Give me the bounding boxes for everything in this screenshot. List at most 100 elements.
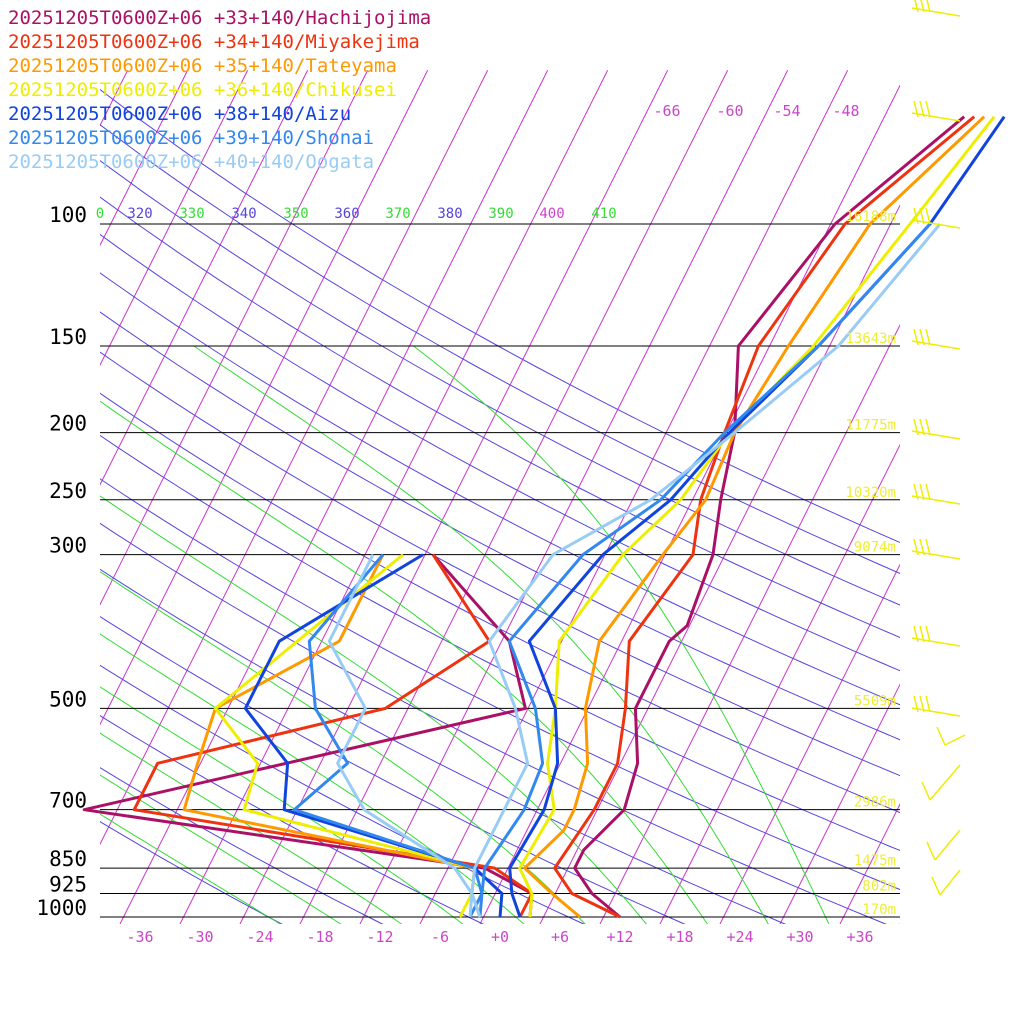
- wind-barb-flag: [926, 841, 936, 861]
- wind-barb-staff: [911, 707, 961, 717]
- wind-barb-staff: [911, 495, 961, 505]
- temperature-tick-label: -18: [306, 928, 333, 946]
- moist-adiabat-line: [100, 774, 342, 924]
- temperature-line-0: [573, 115, 966, 919]
- dry-adiabat-line: [100, 311, 900, 741]
- wind-barb-flag: [925, 418, 931, 436]
- wind-barb-flag: [919, 418, 925, 436]
- pressure-label: 500: [49, 687, 87, 711]
- isotherm-line: [779, 683, 900, 924]
- height-label: 10320m: [845, 485, 896, 501]
- wind-barb: [936, 726, 966, 746]
- dry-adiabat-line: [100, 272, 900, 706]
- dry-adiabat-line: [100, 392, 900, 814]
- dewpoint-line-1: [132, 553, 534, 918]
- legend-entry-2: 20251205T0600Z+06 +35+140/Tateyama: [8, 55, 397, 77]
- isotherm-line: [419, 70, 849, 924]
- isotherm-line: [100, 70, 429, 726]
- upper-temperature-label: -54: [773, 102, 800, 120]
- wind-barb-flag: [919, 695, 925, 713]
- height-label: 802m: [862, 879, 896, 895]
- wind-barb-flag: [925, 695, 931, 713]
- wind-barbs: [911, 0, 966, 896]
- dry-adiabat-line: [100, 196, 900, 639]
- temperature-line-1: [553, 115, 976, 919]
- dry-adiabat-line: [100, 715, 485, 924]
- temperature-tick-label: -24: [246, 928, 273, 946]
- temperature-tick-label: +30: [786, 928, 813, 946]
- wind-barb-staff: [911, 637, 961, 647]
- wind-barb-flag: [921, 781, 931, 801]
- legend-entry-6: 20251205T0600Z+06 +40+140/Oogata: [8, 151, 374, 173]
- dry-adiabat-line: [100, 615, 686, 924]
- wind-barb-flag: [919, 483, 925, 501]
- isotherm-line: [539, 204, 900, 924]
- theta-label: 410: [591, 206, 616, 222]
- upper-temperature-labels: -66 -60 -54 -48: [653, 102, 859, 120]
- pressure-label: 925: [49, 873, 87, 897]
- legend-entry-1: 20251205T0600Z+06 +34+140/Miyakejima: [8, 31, 420, 53]
- wind-barb-staff: [911, 340, 961, 350]
- wind-barb-flag: [936, 726, 946, 746]
- wind-barb: [911, 625, 961, 647]
- height-label: 13643m: [845, 331, 896, 347]
- pressure-label: 150: [49, 325, 87, 349]
- isotherm-line: [719, 563, 900, 924]
- wind-barb: [926, 829, 961, 861]
- wind-barb-staff: [939, 869, 961, 896]
- isotherm-line: [0, 70, 8, 924]
- wind-barb-flag: [913, 695, 919, 713]
- wind-barb: [911, 328, 961, 350]
- wind-barb-flag: [926, 0, 931, 13]
- isotherm-line: [100, 70, 369, 606]
- temperature-tick-labels: -36 -30 -24 -18 -12 -6 +0 +6 +12 +18 +24 +30 +36: [126, 928, 873, 946]
- pressure-label: 250: [49, 479, 87, 503]
- wind-barb-flag: [919, 625, 925, 643]
- legend-entry-4: 20251205T0600Z+06 +38+140/Aizu: [8, 103, 351, 125]
- theta-label: 320: [127, 206, 152, 222]
- wind-barb: [931, 869, 961, 896]
- theta-labels: 0 320 330 340 350 360 370 380 390 400 410: [96, 206, 617, 222]
- height-label: 5509m: [854, 693, 896, 709]
- wind-barb-flag: [913, 483, 919, 501]
- wind-barb-flag: [913, 538, 919, 556]
- temperature-tick-label: -12: [366, 928, 393, 946]
- wind-barb-staff: [934, 829, 961, 861]
- isotherm-line: [299, 70, 729, 924]
- temperature-tick-label: +0: [491, 928, 509, 946]
- height-labels: 16188m 13643m 11775m 10320m 9074m 5509m 2986m 1…: [845, 209, 896, 918]
- wind-barb-staff: [911, 112, 961, 122]
- temperature-tick-label: +12: [606, 928, 633, 946]
- dry-adiabat-line: [100, 821, 283, 924]
- moist-adiabat-line: [100, 400, 709, 924]
- wind-barb-flag: [925, 328, 931, 346]
- sounding-profiles: [82, 115, 1006, 919]
- temperature-tick-label: +18: [666, 928, 693, 946]
- pressure-label: 700: [49, 789, 87, 813]
- isotherm-line: [100, 70, 249, 367]
- theta-label: 0: [96, 206, 104, 222]
- wind-barb: [911, 538, 961, 560]
- dry-adiabat-line: [100, 351, 900, 777]
- wind-barb-flag: [913, 328, 919, 346]
- pressure-label: 100: [49, 203, 87, 227]
- wind-barb-staff: [911, 219, 961, 229]
- upper-temperature-label: -48: [832, 102, 859, 120]
- legend-entry-0: 20251205T0600Z+06 +33+140/Hachijojima: [8, 7, 431, 29]
- height-label: 11775m: [845, 418, 896, 434]
- wind-barb-flag: [913, 418, 919, 436]
- pressure-label: 300: [49, 534, 87, 558]
- temperature-line-2: [523, 115, 986, 919]
- wind-barb-staff: [911, 7, 961, 17]
- temperature-line-3: [518, 115, 996, 918]
- dry-adiabat-line: [100, 478, 900, 891]
- moist-adiabat-line: [100, 813, 282, 924]
- wind-barb-flag: [913, 100, 919, 118]
- height-label: 1475m: [854, 853, 896, 869]
- pressure-label: 200: [49, 412, 87, 436]
- wind-barb-flag: [925, 207, 931, 225]
- theta-label: 340: [231, 206, 256, 222]
- wind-barb-staff: [911, 430, 961, 440]
